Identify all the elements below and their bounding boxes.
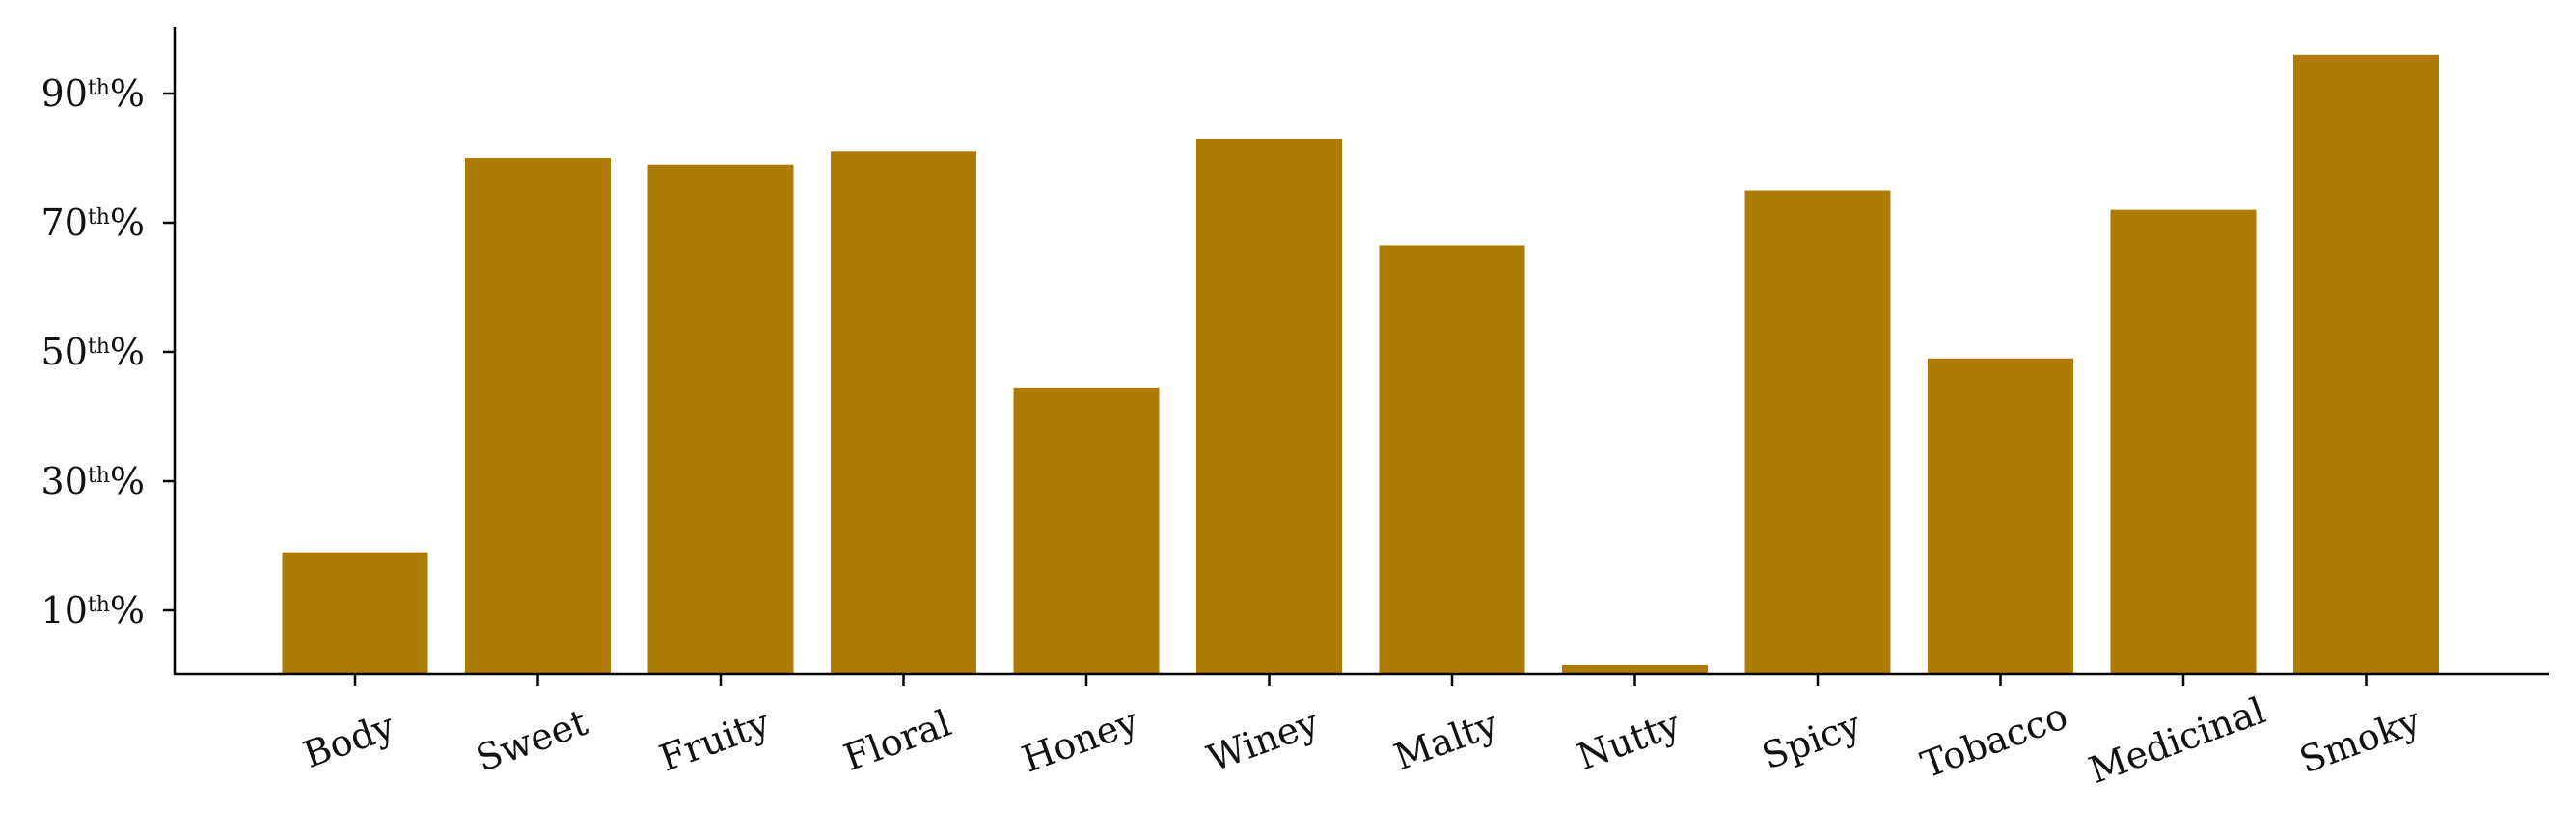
x-tick-label: Tobacco — [1915, 694, 2072, 786]
bar-smoky — [2293, 54, 2439, 675]
x-tick-label: Body — [298, 704, 400, 776]
bar-body — [282, 552, 428, 674]
x-tick-label: Malty — [1388, 702, 1503, 778]
bar-honey — [1013, 387, 1160, 674]
bars-group — [282, 54, 2439, 675]
x-tick-label: Medicinal — [2083, 689, 2270, 793]
y-tick-label: 50th% — [41, 331, 145, 373]
bar-nutty — [1562, 664, 1708, 674]
bar-medicinal — [2110, 209, 2257, 674]
x-tick-label: Sweet — [471, 701, 593, 780]
x-tick-label: Honey — [1017, 700, 1144, 781]
bar-sweet — [465, 158, 611, 674]
y-tick-label: 30th% — [41, 460, 145, 502]
x-tick-label: Winey — [1202, 701, 1325, 780]
x-tick-label: Fruity — [654, 701, 776, 780]
x-tick-label: Smoky — [2294, 699, 2426, 782]
x-tick-label: Floral — [838, 702, 957, 779]
bar-fruity — [647, 164, 794, 674]
y-tick-label: 90th% — [41, 72, 145, 115]
bar-malty — [1379, 245, 1525, 674]
y-tick-label: 70th% — [41, 202, 145, 244]
y-tick-label: 10th% — [41, 589, 145, 632]
bar-winey — [1196, 138, 1342, 674]
bar-tobacco — [1928, 358, 2073, 674]
x-tick-label: Spicy — [1757, 703, 1867, 778]
y-ticks-group: 10th% 30th% 50th% 70th% 90th% — [41, 72, 175, 632]
x-ticks-group: Body Sweet Fruity Floral Honey Winey Malty Nutt… — [298, 674, 2426, 792]
bar-spicy — [1744, 190, 1891, 674]
bar-floral — [831, 151, 976, 675]
x-tick-label: Nutty — [1572, 702, 1686, 778]
